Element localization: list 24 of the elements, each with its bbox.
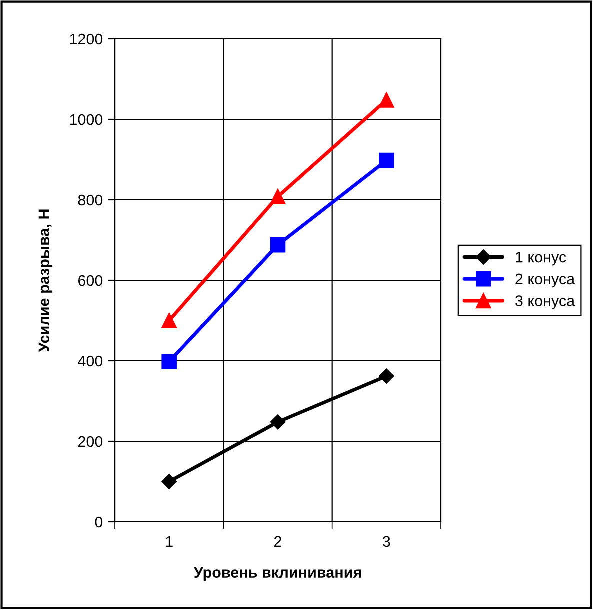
point bbox=[162, 354, 177, 370]
point bbox=[162, 474, 177, 490]
legend-label: 2 конуса bbox=[516, 274, 576, 288]
y-tick-label: 800 bbox=[78, 194, 103, 206]
y-tick-label: 400 bbox=[78, 356, 103, 367]
point bbox=[270, 414, 286, 430]
y-tick-label: 0 bbox=[95, 516, 103, 528]
legend-label: 3 конуса bbox=[516, 296, 576, 310]
point bbox=[379, 368, 394, 384]
y-tick-label: 1000 bbox=[70, 114, 103, 126]
x-tick-label: 1 bbox=[166, 536, 173, 547]
legend-label: 1 конус bbox=[516, 252, 566, 266]
y-axis-title: Усилие разрыва, Н bbox=[38, 210, 53, 352]
x-tick-label: 2 bbox=[274, 536, 282, 547]
point bbox=[162, 313, 177, 328]
point bbox=[270, 237, 286, 253]
point bbox=[379, 152, 394, 168]
y-tick-label: 200 bbox=[78, 436, 103, 448]
point bbox=[270, 189, 286, 204]
point bbox=[379, 92, 394, 108]
x-axis-title: Уровень вклинивания bbox=[194, 567, 362, 582]
y-tick-label: 1200 bbox=[70, 34, 103, 45]
y-tick-label: 600 bbox=[78, 275, 103, 286]
x-tick-label: 3 bbox=[383, 536, 390, 548]
